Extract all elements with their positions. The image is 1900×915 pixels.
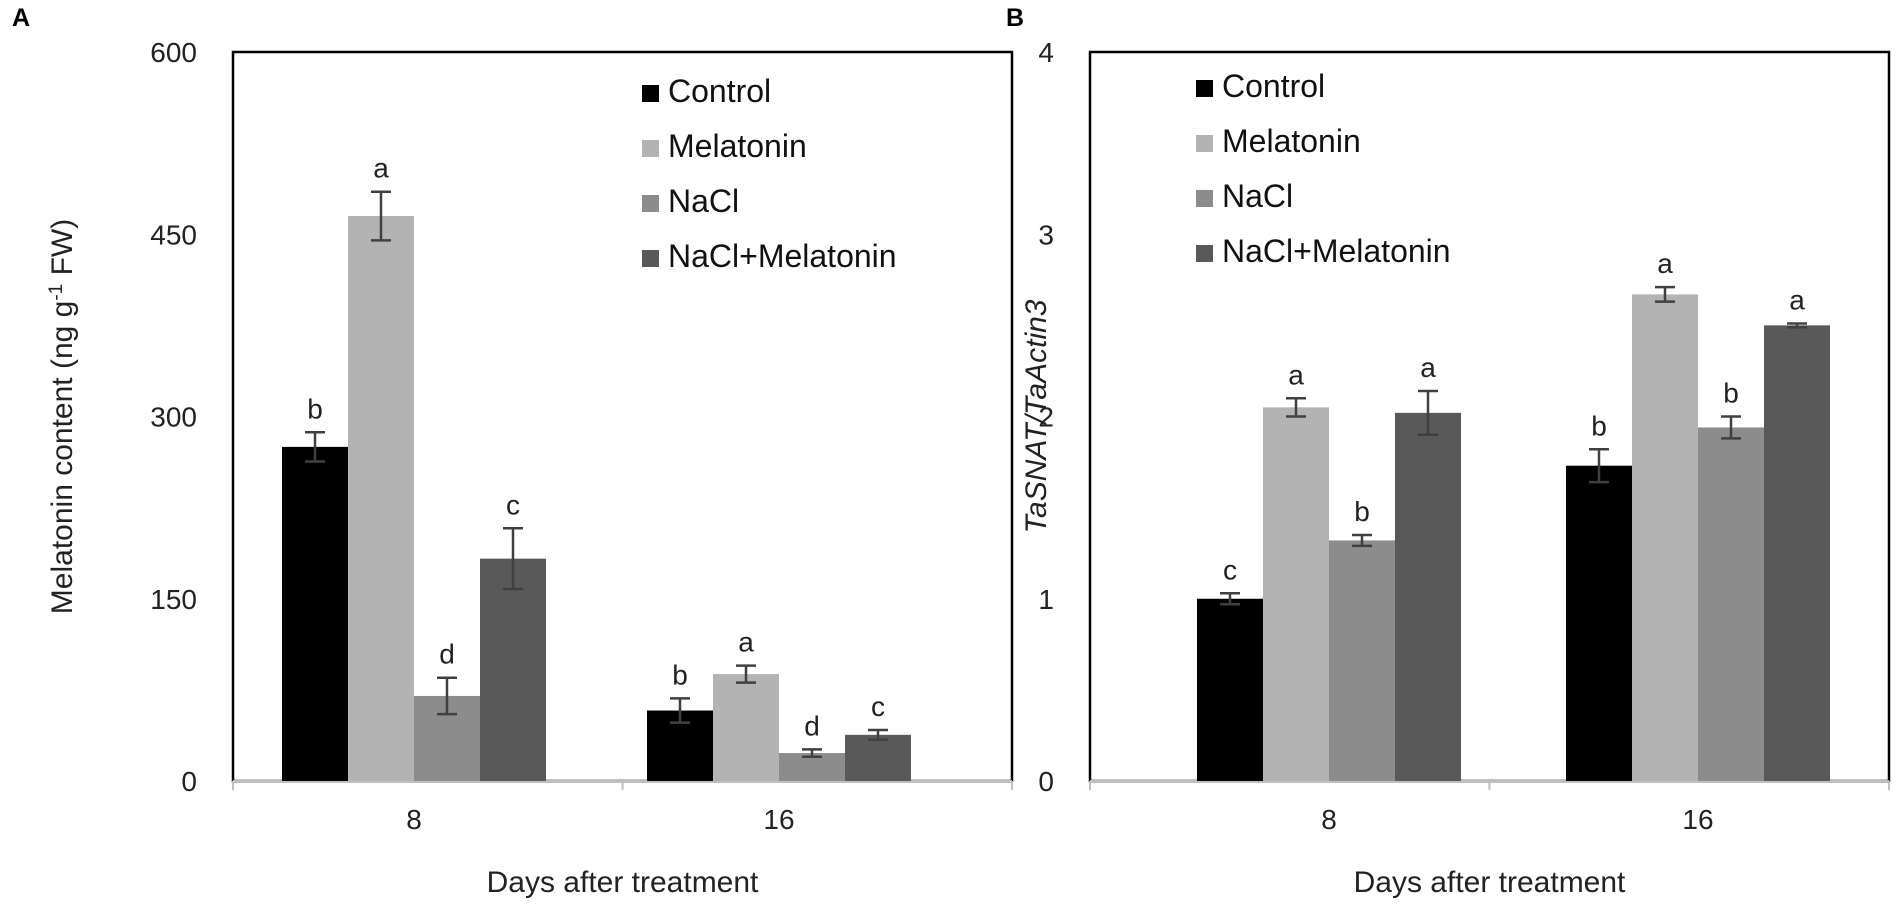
bar <box>282 446 348 781</box>
panel-label-b: B <box>1006 4 1025 32</box>
panel-label-a: A <box>12 4 31 32</box>
y-tick-label: 2 <box>1038 402 1054 433</box>
y-tick-label: 600 <box>150 37 197 68</box>
x-tick-label: 8 <box>1321 804 1337 835</box>
bar <box>1329 540 1395 781</box>
significance-letter: c <box>506 489 520 520</box>
y-tick-label: 300 <box>150 402 197 433</box>
x-tick-label: 16 <box>1682 804 1713 835</box>
bar <box>1395 412 1461 781</box>
legend-swatch <box>1196 135 1213 152</box>
bar <box>348 216 414 781</box>
significance-letter: b <box>1354 496 1370 527</box>
significance-letter: d <box>804 710 820 741</box>
significance-letter: c <box>871 691 885 722</box>
legend-swatch <box>1196 80 1213 97</box>
bar <box>480 558 546 781</box>
significance-letter: c <box>1223 554 1237 585</box>
y-tick-label: 0 <box>181 766 197 797</box>
y-axis-title-sup: -1 <box>46 284 67 301</box>
y-axis-title-main: Melatonin content (ng g <box>46 301 79 615</box>
x-tick-label: 16 <box>763 804 794 835</box>
bar <box>1197 598 1263 781</box>
bar <box>713 674 779 781</box>
significance-letter: b <box>672 659 688 690</box>
significance-letter: a <box>738 627 754 658</box>
significance-letter: a <box>1789 285 1805 316</box>
significance-letter: d <box>439 639 455 670</box>
bar <box>1263 407 1329 781</box>
legend-swatch <box>1196 190 1213 207</box>
y-tick-label: 1 <box>1038 584 1054 615</box>
significance-letter: a <box>1420 352 1436 383</box>
significance-letter: a <box>1657 248 1673 279</box>
x-axis-title: Days after treatment <box>487 866 759 899</box>
significance-letter: a <box>1288 359 1304 390</box>
legend-swatch <box>642 140 659 157</box>
legend-label: NaCl <box>668 183 739 219</box>
significance-letter: b <box>1723 378 1739 409</box>
significance-letter: b <box>307 393 323 424</box>
bar <box>1764 325 1830 781</box>
y-tick-label: 4 <box>1038 37 1054 68</box>
legend-label: Melatonin <box>668 128 807 164</box>
legend-label: Melatonin <box>1222 123 1361 159</box>
y-axis-title: Melatonin content (ng g-1 FW) <box>46 219 80 614</box>
legend-swatch <box>642 250 659 267</box>
bar <box>845 734 911 781</box>
legend-label: NaCl <box>1222 178 1293 214</box>
bar <box>1566 465 1632 781</box>
legend-swatch <box>1196 245 1213 262</box>
bar <box>1632 294 1698 781</box>
y-tick-label: 150 <box>150 584 197 615</box>
legend-label: NaCl+Melatonin <box>1222 233 1451 269</box>
significance-letter: b <box>1591 410 1607 441</box>
y-tick-label: 0 <box>1038 766 1054 797</box>
x-tick-label: 8 <box>406 804 422 835</box>
bar <box>1698 427 1764 781</box>
significance-letter: a <box>373 153 389 184</box>
y-tick-label: 450 <box>150 219 197 250</box>
legend-label: Control <box>1222 68 1325 104</box>
y-tick-label: 3 <box>1038 219 1054 250</box>
y-axis-title: TaSNAT/TaActin3 <box>1020 299 1053 533</box>
y-axis-title-end: FW) <box>46 219 79 284</box>
legend-label: NaCl+Melatonin <box>668 238 897 274</box>
legend-swatch <box>642 85 659 102</box>
x-axis-title: Days after treatment <box>1354 866 1626 899</box>
legend-swatch <box>642 195 659 212</box>
legend-label: Control <box>668 73 771 109</box>
